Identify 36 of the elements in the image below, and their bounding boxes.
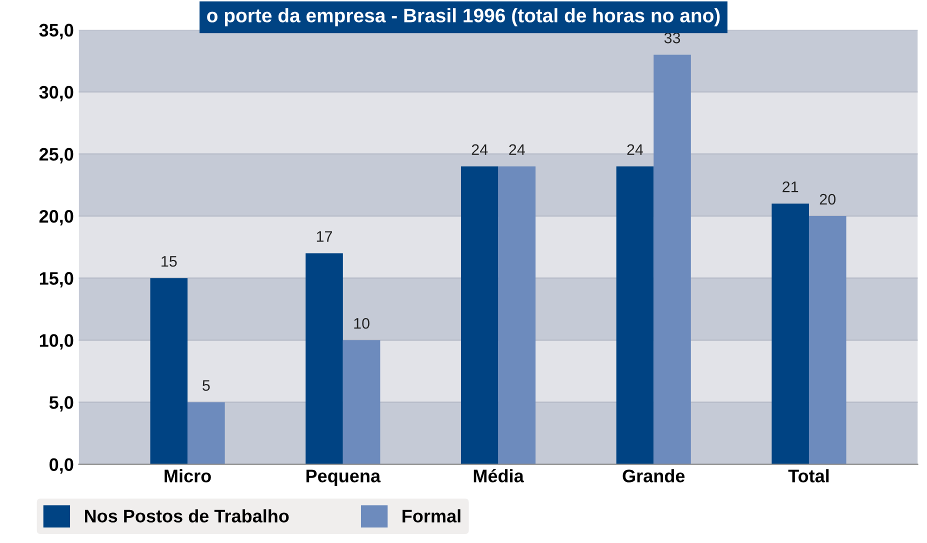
data-label: 21 bbox=[782, 181, 798, 192]
x-tick-label: Grande bbox=[622, 469, 685, 482]
y-tick-label: 0,0 bbox=[50, 458, 74, 474]
data-label: 24 bbox=[627, 144, 644, 155]
y-tick-label: 10,0 bbox=[40, 334, 74, 350]
data-label: 17 bbox=[316, 231, 332, 242]
legend-label: Formal bbox=[402, 509, 460, 523]
data-label: 33 bbox=[664, 32, 680, 44]
bar bbox=[808, 216, 846, 464]
data-label: 10 bbox=[354, 318, 370, 329]
bar bbox=[460, 166, 498, 464]
bar bbox=[498, 166, 536, 464]
y-tick-label: 5,0 bbox=[49, 396, 74, 412]
y-tick-label: 30,0 bbox=[39, 86, 74, 102]
data-label: 20 bbox=[820, 194, 836, 205]
bar bbox=[616, 166, 654, 464]
x-tick-label: Média bbox=[474, 468, 524, 482]
x-tick-label: Micro bbox=[164, 469, 211, 482]
data-label: 24 bbox=[509, 144, 525, 155]
data-label: 24 bbox=[472, 144, 488, 155]
bar bbox=[772, 204, 809, 464]
y-tick-label: 20,0 bbox=[39, 210, 74, 226]
legend-label: Nos Postos de Trabalho bbox=[84, 509, 289, 523]
bar bbox=[654, 54, 691, 464]
bar bbox=[150, 278, 188, 464]
data-label: 5 bbox=[202, 380, 210, 391]
bar bbox=[342, 340, 380, 464]
x-tick-label: Total bbox=[788, 469, 829, 482]
data-label: 15 bbox=[162, 256, 177, 267]
x-tick-label: Pequena bbox=[306, 470, 381, 486]
bar bbox=[188, 402, 225, 464]
bar bbox=[306, 253, 343, 464]
y-tick-label: 15,0 bbox=[40, 272, 74, 288]
y-tick-label: 35,0 bbox=[39, 24, 74, 40]
chart-title: o porte da empresa - Brasil 1996 (total de horas no ano) bbox=[207, 8, 720, 26]
y-tick-label: 25,0 bbox=[39, 148, 74, 164]
